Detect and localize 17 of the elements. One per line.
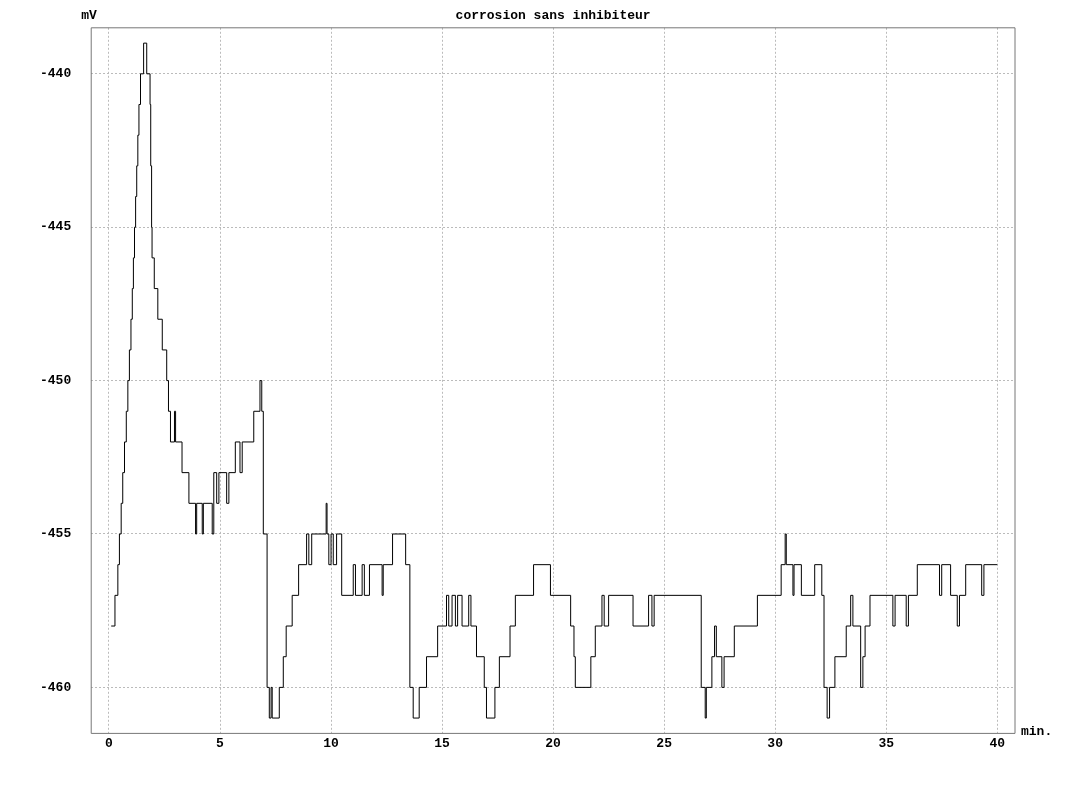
x-tick-label: 25 — [656, 736, 673, 752]
x-axis-title: min. — [1021, 723, 1053, 739]
chart-title: corrosion sans inhibiteur — [455, 7, 651, 23]
x-tick-label: 15 — [434, 736, 451, 752]
x-tick-label: 40 — [989, 736, 1006, 752]
y-tick-label: -440 — [39, 66, 72, 82]
y-tick-label: -450 — [39, 372, 72, 388]
x-tick-label: 5 — [216, 736, 225, 752]
y-tick-label: -445 — [39, 219, 72, 235]
y-tick-label: -460 — [39, 679, 72, 695]
y-axis-title: mV — [81, 7, 98, 23]
x-tick-label: 10 — [323, 736, 340, 752]
x-tick-label: 35 — [878, 736, 895, 752]
x-tick-label: 0 — [105, 736, 114, 752]
x-tick-label: 30 — [767, 736, 784, 752]
x-tick-label: 20 — [545, 736, 562, 752]
y-tick-label: -455 — [39, 526, 72, 542]
